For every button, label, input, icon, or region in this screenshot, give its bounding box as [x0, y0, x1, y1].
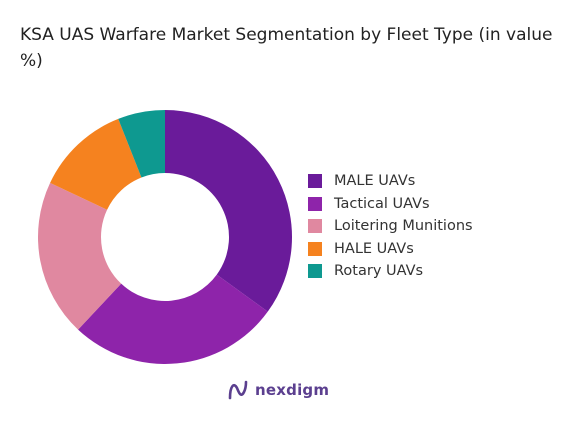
legend-swatch [308, 174, 322, 189]
legend-swatch [308, 241, 322, 256]
legend-swatch [308, 264, 322, 279]
legend-label: Loitering Munitions [334, 218, 473, 235]
donut-slice-tactical-uavs [78, 274, 268, 364]
nexdigm-logo-icon [228, 380, 248, 400]
legend-item: Loitering Munitions [308, 215, 568, 238]
legend-label: HALE UAVs [334, 240, 414, 257]
legend-item: HALE UAVs [308, 238, 568, 261]
legend-label: MALE UAVs [334, 173, 416, 190]
donut-slice-male-uavs [165, 110, 292, 312]
legend-label: Rotary UAVs [334, 263, 424, 280]
donut-slice-loitering-munitions [38, 182, 122, 330]
legend-swatch [308, 196, 322, 211]
donut-slice-rotary-uavs [118, 110, 165, 178]
legend-label: Tactical UAVs [334, 195, 430, 212]
donut-slices [38, 110, 292, 364]
legend-swatch [308, 219, 322, 234]
donut-slice-hale-uavs [50, 118, 142, 210]
brand-logo: nexdigm [226, 377, 329, 403]
chart-legend: MALE UAVs Tactical UAVs Loitering Munition… [308, 170, 568, 283]
legend-item: MALE UAVs [308, 170, 568, 193]
legend-item: Rotary UAVs [308, 260, 568, 283]
chart-title: KSA UAS Warfare Market Segmentation by F… [20, 25, 553, 71]
brand-name: nexdigm [255, 381, 330, 399]
legend-item: Tactical UAVs [308, 193, 568, 216]
